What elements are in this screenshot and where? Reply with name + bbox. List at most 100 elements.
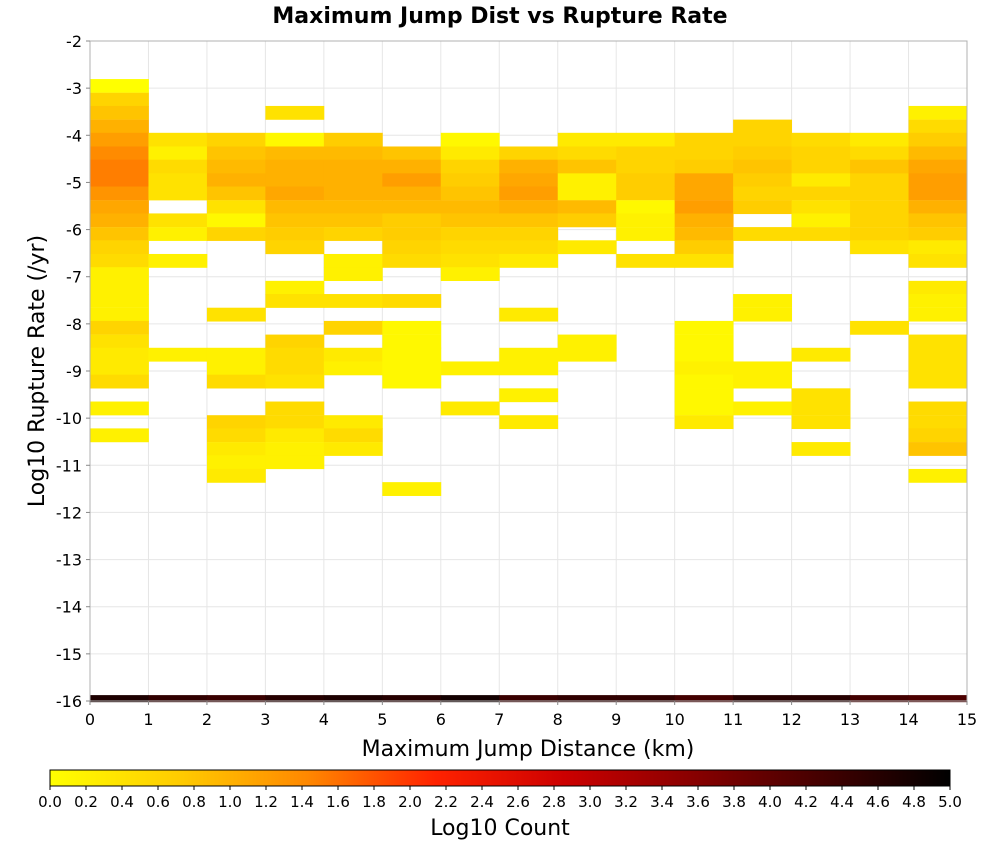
heatmap-cell [323,213,383,228]
heatmap-cell [323,132,383,147]
heatmap-cell [148,159,208,174]
colorbar-tick-label: 2.2 [434,793,458,811]
heatmap-cell [148,186,208,201]
heatmap-cell [908,253,968,268]
heatmap-cell [90,280,149,295]
heatmap-cell [557,146,617,161]
heatmap-cell [323,442,383,456]
heatmap-cell [733,146,792,161]
heatmap-cell [265,442,325,456]
heatmap-cell [265,347,325,362]
heatmap-cell [791,388,851,403]
heatmap-bottom-cell [90,695,149,703]
heatmap-cell [616,159,676,174]
heatmap-cell [616,253,676,268]
x-axis-label: Maximum Jump Distance (km) [362,737,695,762]
heatmap-cell [908,468,968,483]
heatmap-cell [148,227,208,241]
colorbar-tick-label: 3.6 [686,793,710,811]
heatmap-cell [908,200,968,215]
heatmap-cell [206,415,266,430]
heatmap-cell [382,186,442,201]
heatmap-cell [850,173,909,188]
x-tick-label: 1 [143,710,153,729]
heatmap-cell [265,146,325,161]
heatmap-cell [90,159,149,174]
y-tick-label: -3 [66,79,82,98]
heatmap-cell [674,200,734,215]
heatmap-cell [265,227,325,241]
y-tick-label: -15 [56,645,82,664]
heatmap-cell [733,119,792,134]
heatmap-cell [616,213,676,228]
heatmap-cell [323,347,383,362]
heatmap-cell [616,173,676,188]
heatmap-cell [90,374,149,389]
heatmap-cell [148,253,208,268]
heatmap-cell [733,227,792,241]
heatmap-cell [908,105,968,120]
colorbar-ticks: 0.0 0.2 0.4 0.6 0.8 1.0 1.2 1.4 1.6 1.8 2.0 2.2 2.4 2… [38,786,962,811]
heatmap-cell [440,213,500,228]
heatmap-cell [323,227,383,241]
heatmap-cell [908,374,968,389]
heatmap-cell [908,361,968,376]
heatmap-cell [908,334,968,349]
heatmap-cell [90,401,149,416]
heatmap-cell [791,415,851,430]
heatmap-bottom-cell [206,695,266,703]
heatmap-cell [733,307,792,322]
heatmap-cell [674,146,734,161]
x-tick-label: 8 [553,710,563,729]
y-tick-label: -14 [56,598,82,617]
heatmap-cell [674,388,734,403]
heatmap-cell [850,240,909,255]
heatmap-cell [791,401,851,416]
heatmap-cell [499,415,559,430]
y-tick-label: -12 [56,503,82,522]
y-tick-label: -2 [66,32,82,51]
heatmap-cell [733,186,792,201]
heatmap-cell [791,132,851,147]
heatmap-cell [265,132,325,147]
heatmap-cell [382,361,442,376]
heatmap-cell [206,186,266,201]
x-tick-label: 4 [319,710,329,729]
heatmap-cell [323,361,383,376]
heatmap-cell [908,159,968,174]
heatmap-cell [791,227,851,241]
x-tick-label: 5 [377,710,387,729]
heatmap-cell [908,280,968,295]
heatmap-cell [90,347,149,362]
heatmap-cell [90,173,149,188]
colorbar-tick-label: 1.8 [362,793,386,811]
heatmap-bottom-cell [323,695,383,703]
heatmap-bottom-cell [499,695,559,703]
heatmap-cell [440,146,500,161]
heatmap-cell [557,159,617,174]
heatmap-cell [616,200,676,215]
heatmap-cell [674,132,734,147]
heatmap-cell [674,159,734,174]
heatmap-cell [674,227,734,241]
heatmap-bottom-cell [674,695,734,703]
heatmap-cell [850,159,909,174]
heatmap-cell [616,132,676,147]
x-tick-label: 12 [781,710,801,729]
heatmap-cell [674,334,734,349]
colorbar-tick-label: 3.2 [614,793,638,811]
heatmap-cell [148,146,208,161]
heatmap-cell [265,361,325,376]
heatmap-cell [323,159,383,174]
heatmap-cell [265,374,325,389]
heatmap-cell [674,401,734,416]
heatmap-cell [908,240,968,255]
y-tick-label: -8 [66,315,82,334]
x-tick-label: 3 [260,710,270,729]
heatmap-cell [674,347,734,362]
heatmap-cell [206,455,266,470]
chart-title: Maximum Jump Dist vs Rupture Rate [272,4,727,29]
heatmap-cell [148,213,208,228]
y-tick-label: -5 [66,173,82,192]
colorbar-tick-label: 1.4 [290,793,314,811]
